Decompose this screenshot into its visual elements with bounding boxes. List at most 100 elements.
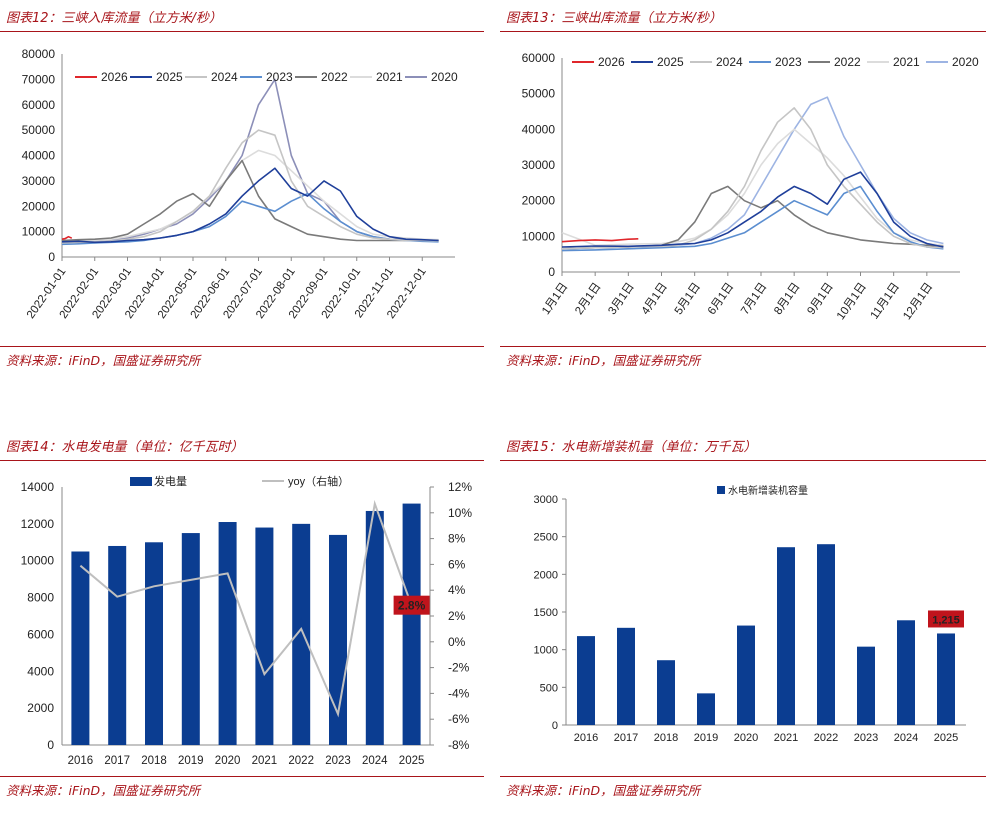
legend-label: 2021 [376, 70, 403, 84]
series-line-2025 [561, 171, 944, 248]
title-rule [0, 460, 484, 461]
source-note: 资料来源：iFinD，国盛证券研究所 [6, 353, 201, 368]
x-tick-label: 2023 [325, 755, 351, 767]
bar-2016 [577, 636, 595, 725]
y-tick-label: 12000 [21, 517, 55, 531]
y-tick-label: 40000 [22, 149, 56, 163]
panel-outflow: 图表13：三峡出库流量（立方米/秒） 0 10000 20000 30000 40000… [500, 0, 990, 380]
capacity-chart: 0 500 1000 1500 2000 2500 3000 2016 2017 2018 2019… [534, 484, 966, 744]
y-tick-label: 2000 [534, 569, 558, 581]
y-tick-label: 0 [48, 250, 55, 264]
bar-2025 [937, 633, 955, 725]
y-tick-label: 50000 [522, 87, 556, 101]
x-tick-label: 9月1日 [805, 281, 835, 317]
legend-label: 2020 [431, 70, 458, 84]
y2-tick-label: -8% [448, 738, 470, 752]
legend-label: 2026 [101, 70, 128, 84]
y2-tick-label: -4% [448, 686, 470, 700]
legend-swatch-bars [130, 477, 152, 486]
bar-2021 [255, 527, 274, 745]
legend-label: 发电量 [154, 474, 187, 488]
x-tick-label: 2021 [252, 755, 278, 767]
bar-2020 [737, 625, 755, 725]
y-tick-label: 50000 [22, 123, 56, 137]
legend-label: yoy（右轴） [288, 474, 349, 488]
series-line-2022 [61, 159, 439, 242]
series-line-2026 [561, 238, 639, 243]
series-line-2024 [61, 129, 439, 244]
x-tick-label: 2019 [178, 755, 204, 767]
series-line-2024 [561, 107, 944, 250]
y-tick-label: 0 [548, 265, 555, 279]
legend-label: 2023 [775, 55, 802, 69]
y-tick-label: 10000 [21, 554, 55, 568]
legend-label: 水电新增装机容量 [728, 484, 808, 497]
x-tick-label: 2018 [654, 732, 678, 744]
x-tick-label: 10月1日 [835, 281, 869, 322]
x-tick-label: 2016 [68, 755, 94, 767]
outflow-chart: 0 10000 20000 30000 40000 50000 60000 1月1日 2月1日 3… [522, 51, 979, 322]
y-tick-label: 30000 [22, 174, 56, 188]
y-tick-label: 60000 [22, 98, 56, 112]
x-tick-label: 2020 [734, 732, 758, 744]
y2-tick-label: 8% [448, 532, 466, 546]
x-tick-label: 2016 [574, 732, 598, 744]
chart-title: 图表14：水电发电量（单位：亿千瓦时） [6, 440, 244, 455]
legend-label: 2025 [657, 55, 684, 69]
x-tick-label: 2017 [614, 732, 638, 744]
x-tick-label: 6月1日 [706, 281, 736, 317]
x-tick-label: 2月1日 [573, 281, 603, 317]
x-tick-label: 2024 [894, 732, 918, 744]
x-tick-label: 2022 [288, 755, 314, 767]
y-tick-label: 2000 [27, 701, 54, 715]
y-tick-label: 40000 [522, 122, 556, 136]
legend-label: 2024 [716, 55, 743, 69]
legend-label: 2022 [321, 70, 348, 84]
x-tick-label: 4月1日 [640, 281, 670, 317]
series-line-2025 [61, 167, 439, 244]
bar-2018 [145, 542, 163, 745]
y-tick-label: 4000 [27, 664, 54, 678]
x-tick-label: 2025 [399, 755, 425, 767]
source-rule [500, 776, 986, 777]
y2-tick-label: -2% [448, 661, 470, 675]
legend-label: 2026 [598, 55, 625, 69]
chart-title: 图表15：水电新增装机量（单位：万千瓦） [506, 440, 757, 455]
x-tick-label: 2023 [854, 732, 878, 744]
panel-capacity: 图表15：水电新增装机量（单位：万千瓦） 0 500 1000 1500 2000 250… [500, 430, 990, 820]
y-tick-label: 10000 [522, 229, 556, 243]
x-tick-label: 2018 [141, 755, 167, 767]
bar-2016 [71, 551, 90, 745]
bar-2019 [697, 693, 715, 725]
source-rule [0, 776, 484, 777]
x-tick-label: 2019 [694, 732, 718, 744]
yoy-label: 2.8% [398, 599, 426, 613]
y2-tick-label: 0% [448, 635, 466, 649]
y-tick-label: 500 [540, 682, 558, 694]
y2-tick-label: 12% [448, 480, 472, 494]
bar-2018 [657, 660, 675, 725]
legend-label: 2023 [266, 70, 293, 84]
source-rule [500, 346, 986, 347]
bar-2021 [777, 547, 795, 725]
series-line-2023 [61, 192, 439, 246]
series-line-2020 [61, 78, 439, 243]
x-tick-label: 3月1日 [606, 281, 636, 317]
x-tick-label: 2022 [814, 732, 838, 744]
y-tick-label: 20000 [522, 194, 556, 208]
series-line-2022 [561, 185, 944, 250]
title-rule [0, 31, 484, 32]
chart-title: 图表12：三峡入库流量（立方米/秒） [6, 11, 222, 26]
legend-label: 2020 [952, 55, 979, 69]
bar-2022 [292, 523, 311, 745]
x-tick-label: 2021 [774, 732, 798, 744]
legend-label: 2024 [211, 70, 238, 84]
y-tick-label: 20000 [22, 199, 56, 213]
y2-tick-label: -6% [448, 712, 470, 726]
bar-2023 [857, 646, 875, 725]
bar-2024 [365, 510, 384, 745]
y-tick-label: 14000 [21, 480, 55, 494]
y-tick-label: 3000 [534, 494, 558, 506]
bar-2024 [897, 620, 915, 725]
yoy-label-box [393, 595, 430, 615]
